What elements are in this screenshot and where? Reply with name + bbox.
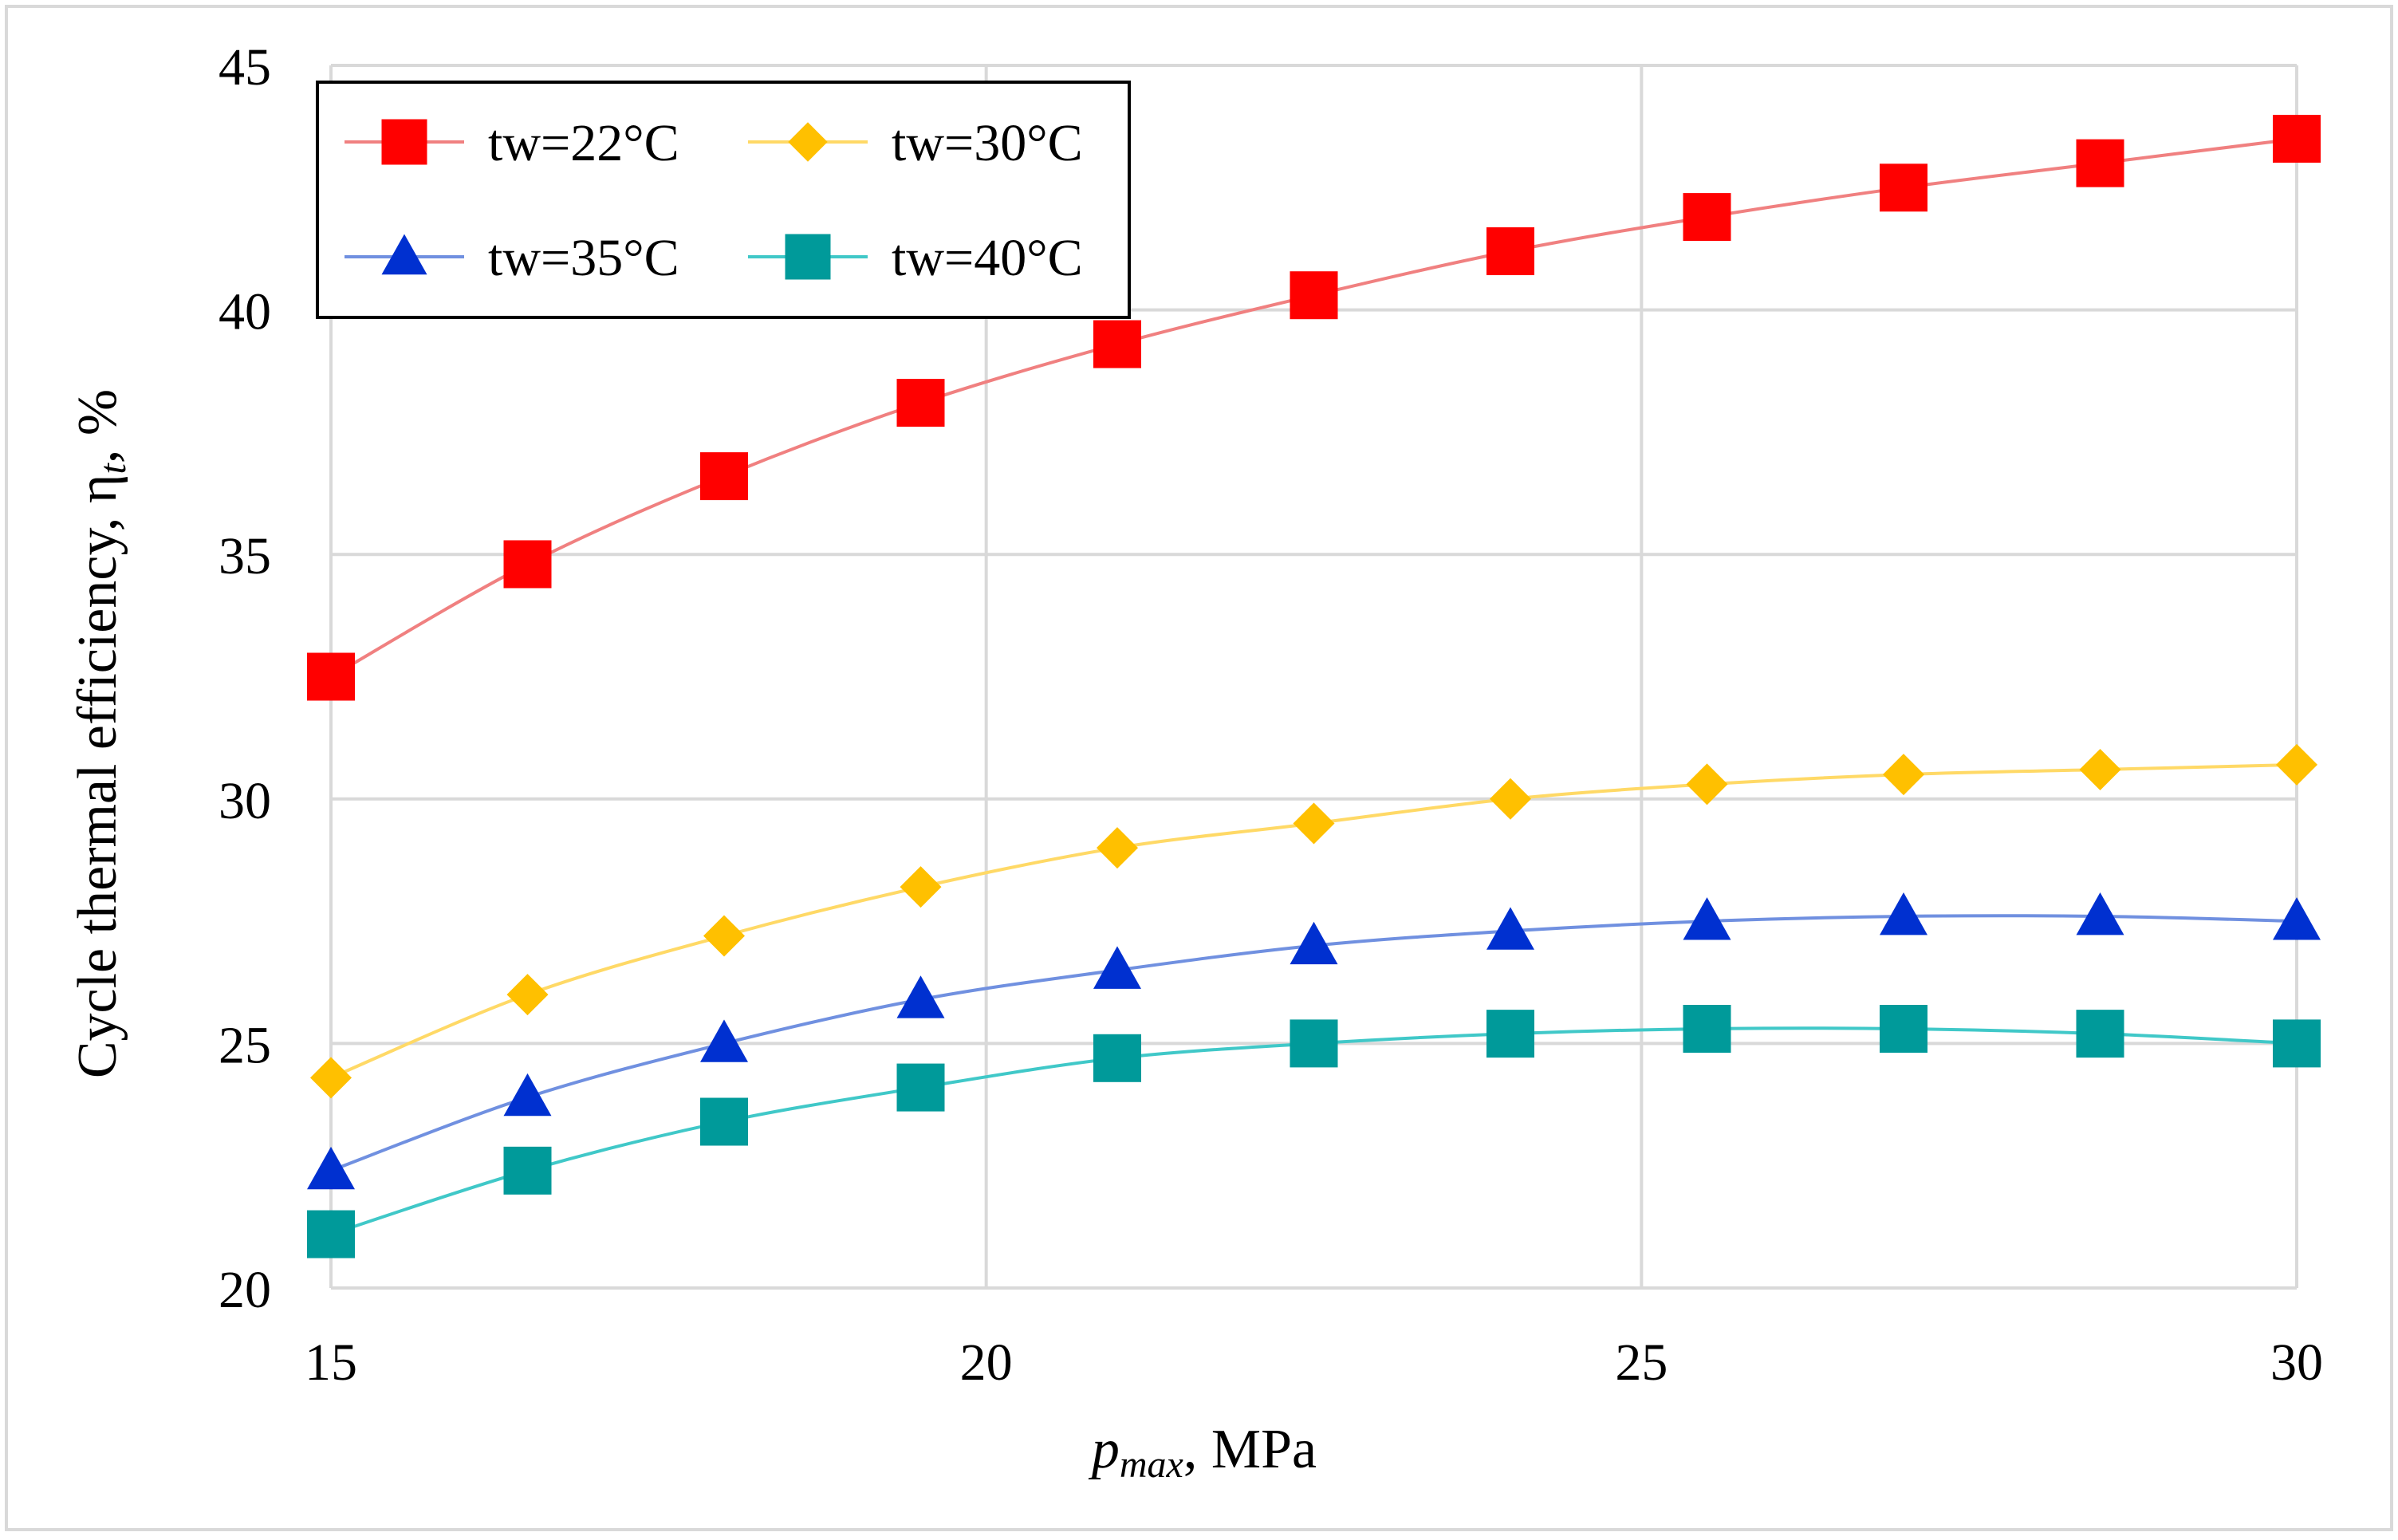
legend-label-0: tw=22°C [488,114,679,172]
series-2-point-6 [1486,907,1534,950]
legend-label-3: tw=40°C [892,229,1083,287]
series-3-point-9 [2076,1010,2124,1058]
series-1-point-1 [506,974,549,1016]
x-axis-title-sub: max [1120,1444,1183,1486]
series-1-point-9 [2079,749,2121,791]
y-axis-title-rest: , % [67,389,128,463]
x-tick-label-15: 15 [305,1333,357,1392]
series-2-point-1 [503,1073,552,1117]
series-3-point-2 [700,1097,748,1146]
y-tick-label-35: 35 [219,527,271,585]
series-2-point-7 [1683,897,1731,940]
y-tick-label-45: 45 [219,38,271,96]
series-3-point-5 [1290,1019,1338,1068]
series-1-point-0 [310,1057,352,1099]
series-1-point-3 [900,866,942,908]
series-3-point-6 [1486,1010,1534,1058]
series-1-point-8 [1883,754,1924,796]
series-2-point-8 [1880,892,1927,935]
series-3-point-4 [1093,1034,1141,1082]
y-tick-label-20: 20 [219,1261,271,1319]
series-0-point-7 [1683,193,1731,242]
series-1-point-10 [2276,743,2317,786]
series-3-point-8 [1880,1005,1927,1054]
series-1-point-5 [1293,802,1335,845]
series-2-point-10 [2273,897,2321,940]
series-markers [307,114,2321,1258]
y-axis-title-sub: t [92,462,134,474]
series-3-point-3 [896,1063,945,1112]
x-axis-title-rest: , MPa [1183,1419,1317,1480]
series-0-point-8 [1880,163,1927,212]
y-tick-label-40: 40 [219,283,271,341]
series-2-point-2 [700,1019,748,1062]
series-0-point-2 [700,452,748,501]
series-0-point-10 [2273,114,2321,163]
x-tick-label-25: 25 [1615,1333,1668,1392]
series-1-point-7 [1686,763,1728,805]
y-tick-label-25: 25 [219,1016,271,1074]
series-0-point-4 [1093,320,1141,368]
series-3-point-10 [2273,1019,2321,1068]
series-1-point-6 [1490,778,1531,820]
tick-labels: 15 20 25 30 20 25 30 35 40 45 [219,38,2323,1392]
legend-label-1: tw=30°C [892,114,1083,172]
series-0-point-3 [896,379,945,427]
series-1-point-2 [703,915,745,957]
legend-marker-3 [785,234,831,280]
legend-marker-0 [381,119,427,165]
series-0-point-6 [1486,227,1534,276]
series-0-point-0 [307,652,355,701]
series-2-point-3 [896,975,945,1018]
series-2-point-0 [307,1146,355,1190]
x-axis-title: pmax, MPa [1088,1419,1317,1486]
series-2-point-4 [1093,946,1141,989]
series-0-point-9 [2076,139,2124,187]
series-0-point-1 [503,540,552,589]
legend-box [316,81,1131,319]
x-axis-title-main: p [1088,1419,1120,1480]
series-0-point-5 [1290,271,1338,320]
y-tick-label-30: 30 [219,772,271,830]
x-tick-label-20: 20 [960,1333,1013,1392]
y-axis-title: Cycle thermal efficiency, ηt, % [67,389,134,1078]
x-tick-label-30: 30 [2270,1333,2323,1392]
legend: tw=22°C tw=30°C tw=35°C tw=40°C [316,81,1131,319]
legend-label-2: tw=35°C [488,229,679,287]
series-3-point-7 [1683,1005,1731,1054]
legend-marker-2 [381,234,427,275]
series-2-point-5 [1290,921,1338,965]
series-1-point-4 [1097,827,1138,869]
y-axis-title-main: Cycle thermal efficiency, η [67,474,128,1078]
series-2-point-9 [2076,892,2124,935]
legend-marker-1 [788,122,828,162]
series-3-point-0 [307,1210,355,1258]
series-3-point-1 [503,1146,552,1195]
